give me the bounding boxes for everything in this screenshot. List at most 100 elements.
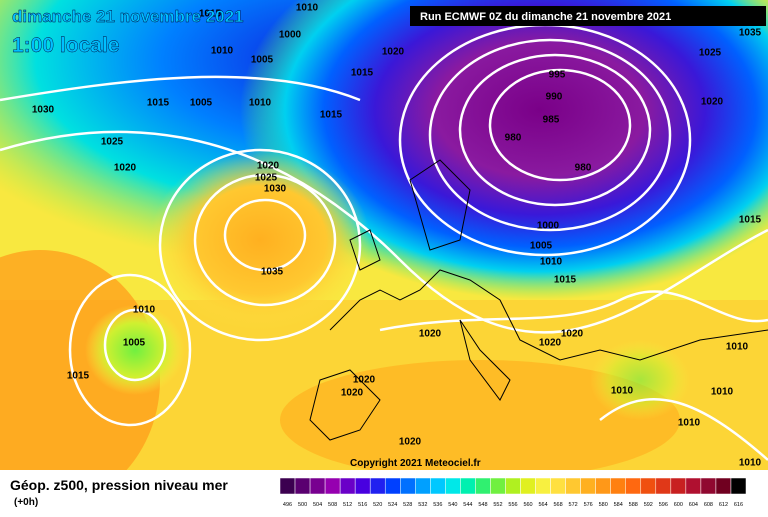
isobar-label: 1000 (279, 30, 302, 41)
scale-swatch (309, 477, 326, 495)
isobar-label: 1030 (264, 184, 287, 195)
isobar-label: 1015 (199, 9, 222, 20)
isobar-label: 1025 (255, 173, 278, 184)
run: Run ECMWF 0Z du dimanche 21 novembre 202… (420, 11, 671, 23)
scale-label: 584 (614, 502, 623, 508)
isobar-label: 1030 (32, 105, 55, 116)
isobar-label: 1010 (296, 3, 319, 14)
scale-label: 572 (569, 502, 578, 508)
scale-swatch (384, 477, 401, 495)
isobar-label: 1020 (561, 329, 584, 340)
scale-label: 552 (493, 502, 502, 508)
scale-swatch (430, 477, 446, 495)
scale-swatch (505, 477, 521, 495)
isobar-label: 1000 (537, 221, 560, 232)
color-scale: 496 500 504 508 512 516 520 524 528 532 536 540 544 5… (279, 477, 747, 508)
date: dimanche 21 novembre 2021 (12, 7, 244, 26)
scale-label: 508 (328, 502, 337, 508)
scale-label: 576 (584, 502, 593, 508)
isobar-label: 1010 (211, 46, 234, 57)
scale-swatch (339, 477, 356, 495)
run-box (410, 6, 766, 26)
isobar-label: 1025 (699, 48, 722, 59)
isobar-label: 1020 (353, 375, 376, 386)
isobar-label: 1020 (399, 437, 422, 448)
scale-swatch (715, 477, 732, 495)
isobar-label: 1005 (251, 55, 274, 66)
scale-swatch (400, 477, 416, 495)
scale-label: 500 (298, 502, 307, 508)
isobar-label: 1010 (739, 458, 762, 469)
scale-label: 528 (403, 502, 412, 508)
isobar-label: 1010 (133, 305, 156, 316)
isobar-label: 1015 (351, 68, 374, 79)
scale-swatch (294, 477, 311, 495)
scale-label: 600 (674, 502, 683, 508)
scale-label: 532 (418, 502, 427, 508)
isobar-label: 1015 (739, 215, 762, 226)
isobar-label: 1005 (123, 338, 146, 349)
scale-swatch (700, 477, 717, 495)
scale-swatch (279, 477, 296, 495)
scale-swatch (460, 477, 476, 495)
isobar-label: 1020 (539, 338, 562, 349)
scale-label: 604 (689, 502, 698, 508)
scale-swatch (369, 477, 386, 495)
scale-label: 524 (388, 502, 397, 508)
isobar-label: 1010 (540, 257, 563, 268)
isobar-label: 1020 (114, 163, 137, 174)
isobar-label: 980 (575, 163, 592, 174)
isobar-label: 1020 (419, 329, 442, 340)
scale-label: 548 (478, 502, 487, 508)
isobars (0, 23, 768, 461)
isobar-label: 1020 (701, 97, 724, 108)
scale-label: 616 (734, 502, 743, 508)
scale-label: 564 (538, 502, 547, 508)
scale-swatch (535, 477, 551, 495)
scale-swatch (730, 477, 747, 495)
scale-label: 608 (704, 502, 713, 508)
scale-label: 588 (629, 502, 638, 508)
scale-swatch (655, 477, 672, 495)
scale-swatch (324, 477, 341, 495)
scale-label: 504 (313, 502, 322, 508)
isobar-label: 980 (505, 133, 522, 144)
scale-swatch (625, 477, 642, 495)
scale-swatch (565, 477, 581, 495)
scale-label: 520 (373, 502, 382, 508)
scale-label: 512 (343, 502, 352, 508)
isobar-label: 985 (543, 115, 560, 126)
isobar-label: 1020 (257, 161, 280, 172)
isobar-label: 1025 (101, 137, 124, 148)
scale-label: 540 (448, 502, 457, 508)
scale-label: 496 (283, 502, 292, 508)
isobar-label: 1015 (67, 371, 90, 382)
isobar-label: 1005 (530, 241, 553, 252)
isobar-label: 1010 (611, 386, 634, 397)
scale-label: 612 (719, 502, 728, 508)
isobar-label: 1035 (739, 28, 762, 39)
scale-swatch (595, 477, 611, 495)
scale-swatch (670, 477, 687, 495)
scale-label: 560 (523, 502, 532, 508)
scale-label: 544 (463, 502, 472, 508)
isobar-label: 1010 (249, 98, 272, 109)
scale-label: 592 (644, 502, 653, 508)
scale-label: 536 (433, 502, 442, 508)
scale-swatch (354, 477, 371, 495)
isobar-label: 1015 (554, 275, 577, 286)
isobar-label: 1020 (341, 388, 364, 399)
isobar-label: 1010 (726, 342, 749, 353)
scale-swatch (685, 477, 702, 495)
scale-label: 568 (554, 502, 563, 508)
isobar-label: 1035 (261, 267, 284, 278)
isobar-label: 1005 (190, 98, 213, 109)
copyright: Copyright 2021 Meteociel.fr (350, 458, 481, 469)
scale-swatch (490, 477, 506, 495)
scale-swatch (415, 477, 431, 495)
scale-swatch (475, 477, 491, 495)
scale-swatch (640, 477, 657, 495)
